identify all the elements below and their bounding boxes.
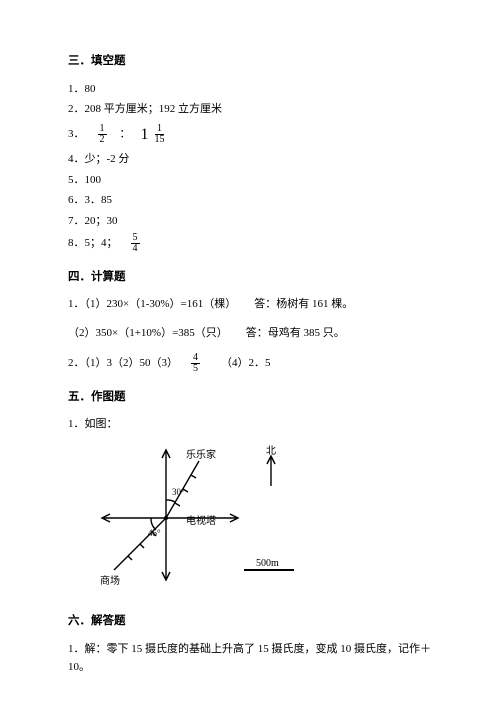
text: （2）350×（1+10%）=385（只）: [68, 324, 228, 343]
label-45: 45°: [148, 528, 161, 538]
calc-line-3: 2．（1）3（2）50（3） 4 5 （4）2．5: [68, 353, 432, 374]
calc-line-1: 1．（1）230×（1-30%）=161（棵） 答：杨树有 161 棵。: [68, 295, 432, 314]
answer: 答：母鸡有 385 只。: [246, 324, 345, 343]
section-3-title: 三．填空题: [68, 52, 432, 72]
label-tv: 电视塔: [186, 514, 216, 527]
fill-line-6: 6．3．85: [68, 191, 432, 210]
diagram: 乐乐家 北 30° 电视塔 45° 商场 500m: [86, 438, 432, 598]
text: 5．100: [68, 171, 101, 190]
text: 1．80: [68, 80, 96, 99]
calc-line-2: （2）350×（1+10%）=385（只） 答：母鸡有 385 只。: [68, 324, 432, 343]
text: 2．208 平方厘米；192 立方厘米: [68, 100, 222, 119]
whole: 1: [141, 121, 149, 148]
label-mall: 商场: [100, 574, 120, 587]
draw-line-1: 1．如图：: [68, 415, 432, 434]
fill-line-1: 1．80: [68, 80, 432, 99]
diagram-svg: 乐乐家 北 30° 电视塔 45° 商场 500m: [86, 438, 316, 598]
section-4-title: 四．计算题: [68, 268, 432, 288]
text: 3．: [68, 125, 85, 144]
denominator: 2: [98, 135, 107, 145]
section-6-title: 六．解答题: [68, 612, 432, 632]
label-scale: 500m: [256, 558, 279, 569]
fill-line-4: 4．少；-2 分: [68, 150, 432, 169]
text: 1．（1）230×（1-30%）=161（棵）: [68, 295, 236, 314]
denominator: 5: [191, 364, 200, 374]
ans-line-1: 1．解：零下 15 摄氏度的基础上升高了 15 摄氏度，变成 10 摄氏度，记作…: [68, 640, 432, 677]
label-north: 北: [266, 445, 276, 457]
label-30: 30°: [172, 487, 185, 497]
denominator: 4: [131, 244, 140, 254]
text: 8．5；4；: [68, 234, 118, 253]
fraction-5-4: 5 4: [131, 233, 140, 254]
label-lele: 乐乐家: [186, 448, 216, 461]
page: 三．填空题 1．80 2．208 平方厘米；192 立方厘米 3． 1 2 ： …: [0, 0, 500, 699]
denominator: 15: [153, 135, 167, 145]
text: 2．（1）3（2）50（3）: [68, 354, 178, 373]
colon: ：: [120, 125, 131, 144]
text: 1．如图：: [68, 415, 118, 434]
text: 7．20；30: [68, 212, 118, 231]
fill-line-8: 8．5；4； 5 4: [68, 233, 432, 254]
text: 4．少；-2 分: [68, 150, 129, 169]
fraction-1-15: 1 15: [153, 124, 167, 145]
fill-line-5: 5．100: [68, 171, 432, 190]
mixed-1-1-15: 1 1 15: [141, 121, 170, 148]
text: （4）2．5: [221, 354, 271, 373]
fraction-4-5: 4 5: [191, 353, 200, 374]
answer: 答：杨树有 161 棵。: [254, 295, 353, 314]
fraction-1-2: 1 2: [98, 124, 107, 145]
fill-line-2: 2．208 平方厘米；192 立方厘米: [68, 100, 432, 119]
text: 1．解：零下 15 摄氏度的基础上升高了 15 摄氏度，变成 10 摄氏度，记作…: [68, 640, 432, 677]
fill-line-7: 7．20；30: [68, 212, 432, 231]
section-5-title: 五．作图题: [68, 388, 432, 408]
text: 6．3．85: [68, 191, 112, 210]
fill-line-3: 3． 1 2 ： 1 1 15: [68, 121, 432, 148]
